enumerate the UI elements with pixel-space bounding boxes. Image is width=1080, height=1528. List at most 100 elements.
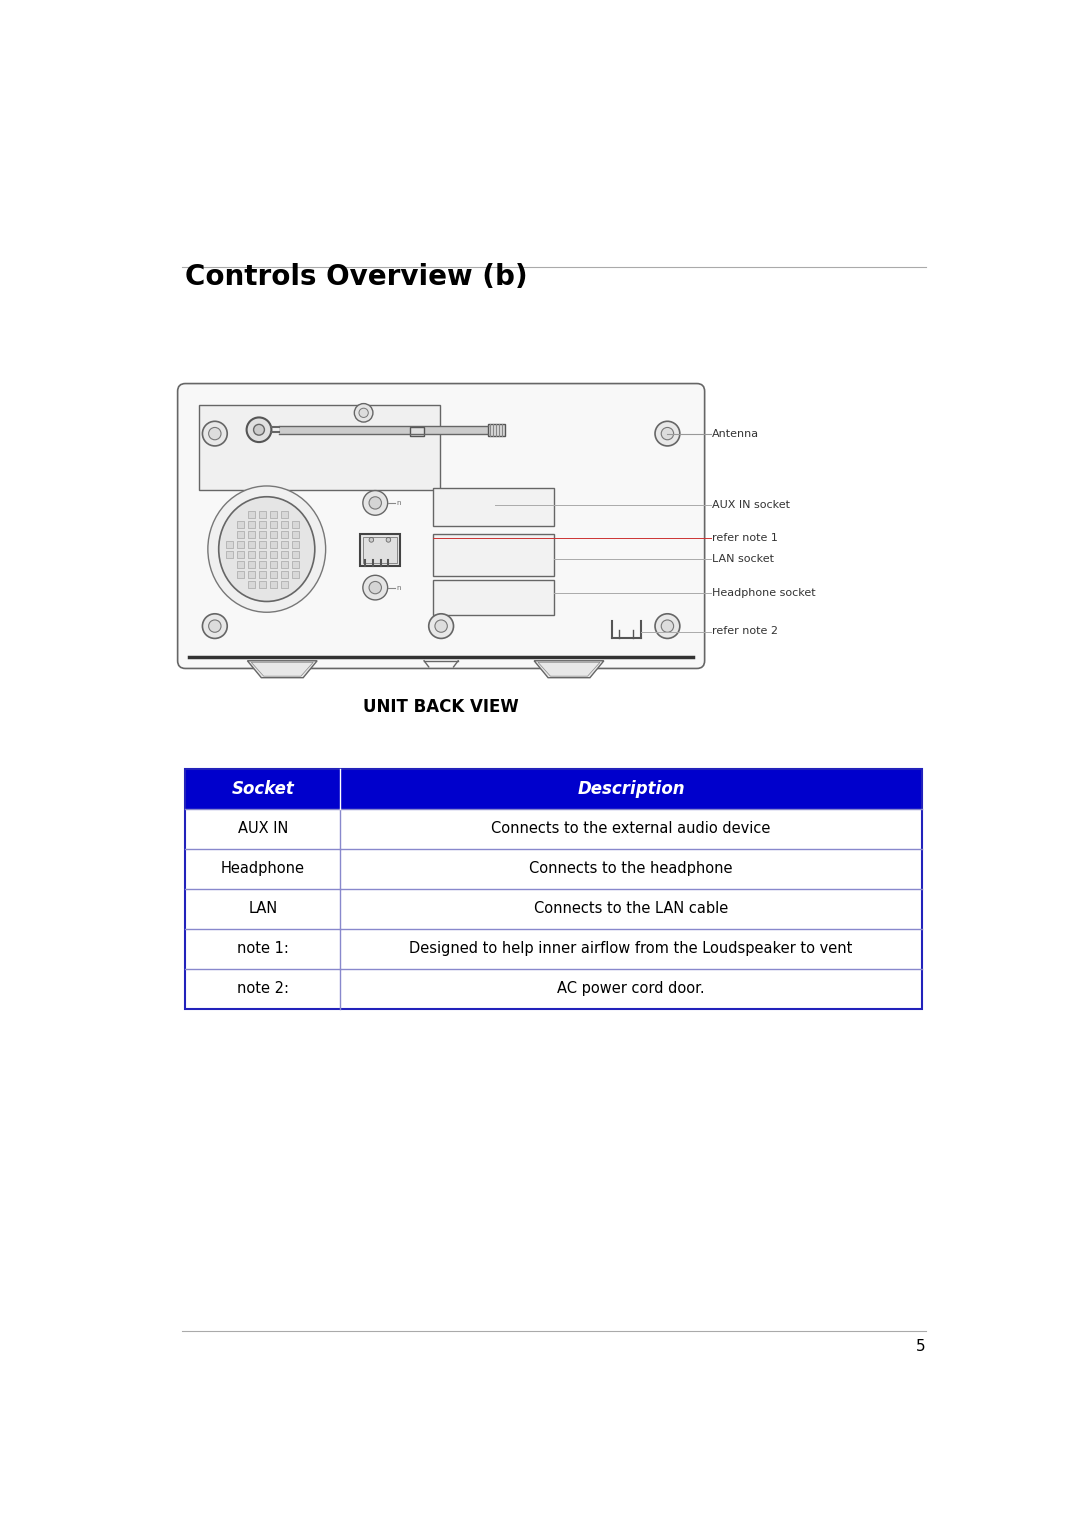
Bar: [186, 769, 921, 808]
Bar: [227, 541, 233, 547]
Circle shape: [429, 614, 454, 639]
Bar: [281, 521, 287, 527]
Text: note 2:: note 2:: [237, 981, 288, 996]
Bar: [227, 552, 233, 558]
Bar: [259, 582, 266, 588]
Bar: [270, 541, 276, 547]
Bar: [270, 532, 276, 538]
Text: n: n: [396, 585, 401, 591]
Polygon shape: [247, 660, 318, 678]
Bar: [248, 541, 255, 547]
Text: LAN: LAN: [248, 902, 278, 917]
Bar: [292, 552, 298, 558]
Text: AUX IN: AUX IN: [238, 821, 288, 836]
Bar: [292, 521, 298, 527]
Bar: [292, 571, 298, 578]
Text: Controls Overview (b): Controls Overview (b): [186, 263, 528, 292]
Bar: [281, 541, 287, 547]
Text: note 1:: note 1:: [237, 941, 288, 957]
Bar: [292, 561, 298, 567]
Bar: [488, 423, 504, 435]
Text: Connects to the external audio device: Connects to the external audio device: [491, 821, 771, 836]
Bar: [259, 552, 266, 558]
Bar: [270, 571, 276, 578]
Circle shape: [661, 428, 674, 440]
Polygon shape: [535, 660, 604, 678]
Text: refer note 2: refer note 2: [713, 626, 779, 637]
Text: Antenna: Antenna: [713, 429, 759, 439]
Bar: [238, 532, 244, 538]
Text: Connects to the headphone: Connects to the headphone: [529, 862, 732, 876]
Bar: [259, 561, 266, 567]
Text: Connects to the LAN cable: Connects to the LAN cable: [534, 902, 728, 917]
Bar: [238, 541, 244, 547]
Bar: [433, 581, 554, 614]
Bar: [433, 533, 554, 576]
Bar: [238, 552, 244, 558]
Bar: [281, 532, 287, 538]
Text: LAN socket: LAN socket: [713, 555, 774, 564]
Text: 5: 5: [916, 1339, 926, 1354]
Bar: [248, 582, 255, 588]
Bar: [292, 541, 298, 547]
Bar: [270, 561, 276, 567]
Bar: [433, 487, 554, 526]
Bar: [279, 426, 488, 434]
Circle shape: [369, 582, 381, 594]
Bar: [281, 582, 287, 588]
Text: AUX IN socket: AUX IN socket: [713, 500, 791, 510]
Circle shape: [254, 425, 265, 435]
Bar: [238, 571, 244, 578]
Bar: [248, 521, 255, 527]
Text: Designed to help inner airflow from the Loudspeaker to vent: Designed to help inner airflow from the …: [409, 941, 853, 957]
Circle shape: [363, 490, 388, 515]
Bar: [186, 769, 921, 1008]
Circle shape: [369, 497, 381, 509]
Circle shape: [656, 422, 679, 446]
Bar: [248, 532, 255, 538]
Circle shape: [435, 620, 447, 633]
Text: refer note 1: refer note 1: [713, 533, 779, 542]
Bar: [281, 561, 287, 567]
Bar: [281, 512, 287, 518]
Bar: [238, 561, 244, 567]
Ellipse shape: [218, 497, 314, 602]
Bar: [259, 541, 266, 547]
Circle shape: [354, 403, 373, 422]
Text: Headphone: Headphone: [221, 862, 305, 876]
FancyBboxPatch shape: [177, 384, 704, 668]
Bar: [248, 512, 255, 518]
Circle shape: [656, 614, 679, 639]
Bar: [248, 552, 255, 558]
Bar: [270, 582, 276, 588]
Bar: [259, 532, 266, 538]
Text: Description: Description: [577, 779, 685, 798]
Circle shape: [661, 620, 674, 633]
Bar: [259, 521, 266, 527]
Bar: [270, 521, 276, 527]
Bar: [410, 426, 424, 435]
Text: UNIT BACK VIEW: UNIT BACK VIEW: [363, 698, 519, 717]
Circle shape: [208, 620, 221, 633]
Bar: [259, 571, 266, 578]
Bar: [238, 521, 244, 527]
Bar: [360, 533, 400, 565]
Bar: [281, 571, 287, 578]
Circle shape: [202, 614, 227, 639]
Circle shape: [369, 538, 374, 542]
Text: Headphone socket: Headphone socket: [713, 588, 816, 597]
Bar: [259, 512, 266, 518]
Bar: [270, 552, 276, 558]
Text: n: n: [396, 500, 401, 506]
Bar: [292, 532, 298, 538]
Bar: [281, 552, 287, 558]
Circle shape: [387, 538, 391, 542]
Bar: [270, 512, 276, 518]
Bar: [363, 536, 397, 562]
Circle shape: [208, 428, 221, 440]
Ellipse shape: [207, 486, 326, 613]
Bar: [248, 561, 255, 567]
Text: AC power cord door.: AC power cord door.: [557, 981, 705, 996]
Bar: [248, 571, 255, 578]
Bar: [200, 405, 440, 490]
